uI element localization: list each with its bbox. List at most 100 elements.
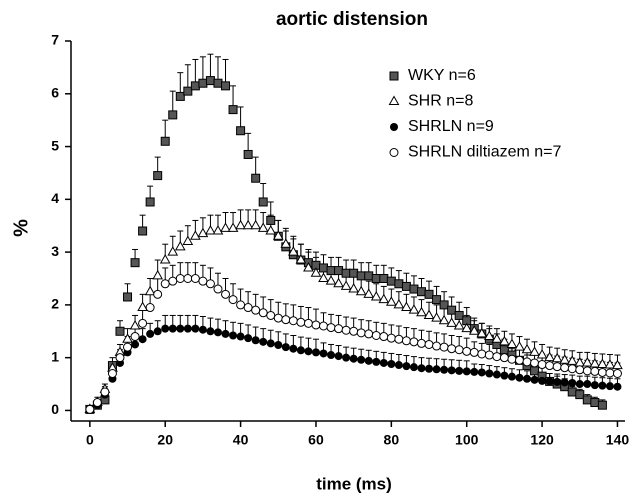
data-point — [221, 289, 231, 299]
data-point — [319, 349, 328, 358]
data-point — [401, 336, 411, 346]
data-point — [311, 320, 321, 330]
data-point — [228, 105, 238, 115]
x-tick-label: 0 — [86, 432, 94, 448]
data-point — [281, 343, 290, 352]
data-point — [259, 337, 268, 346]
data-point — [92, 398, 102, 408]
data-point — [318, 272, 329, 282]
data-point — [605, 368, 615, 378]
y-tick-label: 6 — [51, 84, 59, 100]
data-point — [515, 373, 524, 382]
data-point — [348, 283, 360, 293]
x-tick-label: 20 — [157, 432, 173, 448]
data-point — [341, 325, 351, 335]
data-point — [553, 377, 562, 386]
data-point — [552, 362, 562, 372]
data-point — [342, 353, 351, 362]
data-point — [205, 224, 216, 235]
data-point — [296, 346, 305, 355]
data-point — [190, 274, 200, 283]
data-point — [522, 357, 532, 367]
data-point — [153, 289, 163, 299]
data-point — [182, 235, 194, 246]
data-point — [198, 276, 208, 286]
data-point — [468, 325, 480, 335]
data-point — [129, 319, 141, 330]
data-point — [266, 215, 276, 225]
data-point — [438, 314, 450, 325]
legend-label: SHRLN diltiazem n=7 — [408, 144, 562, 161]
data-point — [190, 230, 201, 240]
data-point — [349, 268, 359, 278]
data-point — [213, 284, 223, 294]
data-point — [221, 329, 230, 338]
data-point — [409, 337, 419, 347]
data-point — [228, 295, 238, 305]
data-point — [251, 173, 261, 183]
data-point — [567, 364, 577, 374]
data-point — [229, 331, 238, 340]
data-point — [281, 315, 291, 325]
y-tick-label: 2 — [51, 296, 59, 312]
data-point — [461, 322, 473, 333]
data-point — [575, 365, 585, 375]
data-point — [138, 318, 148, 328]
data-point — [416, 306, 427, 317]
data-point — [514, 355, 524, 365]
data-point — [258, 197, 268, 207]
data-point — [349, 354, 358, 363]
data-point — [130, 258, 140, 268]
data-point — [319, 321, 329, 331]
data-point — [265, 224, 277, 235]
data-point — [235, 219, 246, 230]
data-point — [341, 268, 351, 278]
y-tick-label: 7 — [51, 32, 59, 48]
data-point — [432, 295, 442, 305]
data-point — [530, 358, 540, 368]
data-point — [295, 254, 307, 264]
data-point — [567, 387, 577, 397]
data-point — [221, 81, 231, 91]
data-point — [492, 370, 501, 379]
data-point — [310, 267, 322, 277]
data-point — [326, 266, 336, 276]
data-point — [416, 338, 426, 348]
data-point — [167, 246, 179, 256]
data-point — [483, 330, 495, 341]
data-point — [447, 366, 456, 375]
data-point — [364, 271, 374, 281]
data-point — [455, 366, 464, 375]
data-point — [236, 332, 245, 341]
data-point — [582, 395, 592, 405]
data-point — [340, 280, 352, 290]
data-point — [575, 380, 584, 389]
data-point — [560, 378, 569, 387]
data-point — [469, 347, 479, 357]
data-point — [604, 359, 616, 369]
data-point — [477, 349, 487, 359]
data-point — [589, 357, 601, 368]
data-point — [168, 324, 177, 333]
y-tick-label: 1 — [51, 348, 59, 364]
data-point — [523, 374, 532, 383]
data-point — [568, 379, 577, 387]
x-tick-label: 140 — [606, 432, 630, 448]
data-point — [160, 136, 170, 146]
data-point — [115, 353, 125, 363]
data-point — [213, 328, 222, 337]
data-point — [356, 328, 366, 338]
data-point — [220, 222, 231, 232]
data-point — [153, 327, 162, 336]
data-point — [581, 356, 593, 367]
data-point — [583, 380, 592, 389]
data-point — [130, 332, 140, 342]
data-point — [477, 368, 486, 377]
x-tick-label: 100 — [455, 432, 479, 448]
data-point — [537, 360, 547, 370]
data-point — [590, 381, 599, 390]
data-point — [393, 298, 405, 309]
data-point — [280, 238, 292, 248]
data-point — [289, 344, 298, 353]
